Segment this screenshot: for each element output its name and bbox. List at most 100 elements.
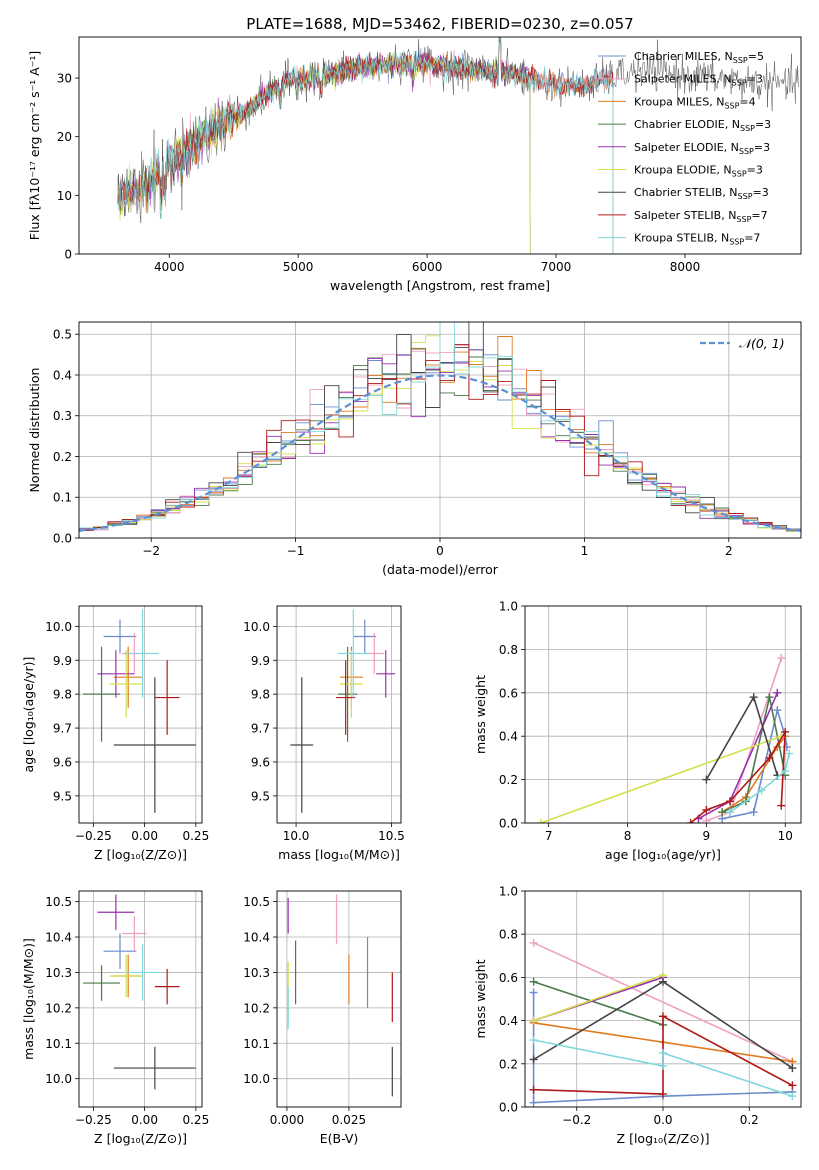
y-tick-label: 0.0 (53, 532, 72, 546)
plot-area (287, 894, 393, 1097)
legend-name: Salpeter ELODIE, N (634, 141, 739, 154)
y-tick-label: 9.8 (53, 688, 72, 702)
legend-entry-0: Chabrier MILES, NSSP=5 (634, 50, 764, 65)
panel-mass-vs-z: −0.25 0.00 0.25 10.0 10.1 10.2 10.3 10.4 10.5 Z [… (21, 890, 209, 1146)
y-tick-label: 0.2 (53, 450, 72, 464)
y-tick-label: 9.5 (251, 789, 270, 803)
y-tick-label: 0.4 (499, 1014, 518, 1028)
axes-frame (78, 36, 802, 255)
x-tick-label: 8 (624, 829, 632, 843)
histogram-5 (79, 335, 801, 534)
legend-sub: SSP (732, 170, 747, 179)
y-tick-label: 0.6 (499, 971, 518, 985)
legend-suffix: =4 (739, 95, 755, 108)
y-tick-label: 10.0 (243, 620, 270, 634)
legend-sub: SSP (732, 79, 747, 88)
legend-suffix: =3 (753, 186, 769, 199)
x-axis-label: age [log₁₀(age/yr)] (605, 847, 721, 862)
panel-age-vs-mass: 10.0 10.5 9.5 9.6 9.7 9.8 9.9 10.0 mass [log₁₀(M… (243, 605, 405, 862)
x-tick-label: 0.00 (131, 1113, 158, 1127)
histogram-3 (79, 348, 801, 534)
legend-sub: SSP (724, 101, 739, 110)
legend-sub: SSP (736, 215, 751, 224)
axes-frame (524, 605, 802, 824)
legend-suffix: =7 (744, 232, 760, 245)
y-tick-label: 0.2 (499, 773, 518, 787)
x-tick-label: 1 (581, 544, 589, 558)
y-tick-label: 9.7 (251, 722, 270, 736)
legend-name: Salpeter STELIB, N (634, 209, 736, 222)
legend-sub: SSP (729, 238, 744, 247)
legend-name: Salpeter MILES, N (634, 73, 732, 86)
y-tick-label: 10.0 (243, 1072, 270, 1086)
legend-entry-1: Salpeter MILES, NSSP=3 (634, 73, 763, 88)
x-tick-label: −0.25 (75, 829, 112, 843)
y-tick-label: 9.9 (53, 654, 72, 668)
legend-suffix: =3 (747, 73, 763, 86)
x-tick-label: 8000 (670, 260, 701, 274)
x-axis-label: mass [log₁₀(M/M⊙)] (278, 847, 400, 862)
plot-area (529, 938, 797, 1107)
x-tick-label: 10.0 (283, 829, 310, 843)
y-tick-label: 9.6 (53, 755, 72, 769)
y-tick-label: 10.5 (45, 895, 72, 909)
y-tick-label: 0.8 (499, 643, 518, 657)
y-axis-label: mass weight (473, 675, 488, 754)
x-axis-label: Z [log₁₀(Z/Z⊙)] (94, 1131, 187, 1146)
legend-suffix: =7 (751, 209, 767, 222)
weight-line-5 (533, 974, 664, 1022)
y-tick-label: 0.2 (499, 1057, 518, 1071)
x-axis-label: Z [log₁₀(Z/Z⊙)] (94, 847, 187, 862)
histogram-0 (79, 349, 801, 533)
y-tick-label: 0.5 (53, 328, 72, 342)
y-tick-label: 9.7 (53, 722, 72, 736)
y-axis-label: mass weight (473, 959, 488, 1038)
y-tick-label: 0.4 (499, 730, 518, 744)
x-tick-label: 7000 (541, 260, 572, 274)
spectrum-line-8 (117, 37, 614, 254)
legend-name: Chabrier ELODIE, N (634, 118, 740, 131)
y-tick-label: 1.0 (499, 885, 518, 899)
y-tick-label: 0.8 (499, 928, 518, 942)
y-tick-label: 10.2 (243, 1001, 270, 1015)
legend-name: Chabrier STELIB, N (634, 186, 738, 199)
x-tick-label: 0.000 (270, 1113, 304, 1127)
plot-area (117, 37, 799, 254)
histogram-8 (79, 322, 801, 533)
legend-suffix: =3 (747, 164, 763, 177)
legend-suffix: =5 (748, 50, 764, 63)
y-tick-label: 0 (64, 248, 72, 262)
x-tick-label: 0.2 (740, 1113, 759, 1127)
histogram-7 (79, 344, 801, 533)
panel-mass-vs-ebv: 0.000 0.025 10.0 10.1 10.2 10.3 10.4 10.5 E(B-V) (243, 890, 402, 1146)
plot-area (83, 609, 196, 813)
weight-line-5 (540, 735, 782, 823)
x-tick-label: 9 (703, 829, 711, 843)
y-tick-label: 30 (57, 72, 72, 86)
legend-suffix: =3 (755, 118, 771, 131)
plot-area (79, 322, 801, 534)
plot-area (536, 654, 794, 823)
axes-frame (524, 890, 802, 1108)
panel-weight-vs-z: −0.2 0.0 0.2 0.0 0.2 0.4 0.6 0.8 1.0 Z [log₁₀(Z/Z… (473, 885, 802, 1146)
y-tick-label: 10.1 (243, 1037, 270, 1051)
histogram-4 (79, 354, 801, 533)
y-tick-label: 9.6 (251, 755, 270, 769)
y-tick-label: 10.4 (243, 931, 270, 945)
y-tick-label: 9.9 (251, 654, 270, 668)
x-tick-label: 0.0 (653, 1113, 672, 1127)
y-tick-label: 10 (57, 189, 72, 203)
panel-age-vs-z: −0.25 0.00 0.25 9.5 9.6 9.7 9.8 9.9 10.0 Z [log₁₀… (21, 605, 209, 862)
y-axis-label: mass [log₁₀(M/M⊙)] (21, 938, 36, 1060)
x-tick-label: 0.25 (182, 1113, 209, 1127)
y-tick-label: 10.3 (243, 966, 270, 980)
x-axis-label: wavelength [Angstrom, rest frame] (330, 278, 550, 293)
y-tick-label: 10.0 (45, 620, 72, 634)
y-tick-label: 0.4 (53, 368, 72, 382)
y-tick-label: 0.1 (53, 491, 72, 505)
legend-entry-4: Salpeter ELODIE, NSSP=3 (634, 141, 770, 156)
x-axis-label: (data-model)/error (382, 562, 499, 577)
plot-area (290, 609, 396, 813)
y-tick-label: 1.0 (499, 600, 518, 614)
